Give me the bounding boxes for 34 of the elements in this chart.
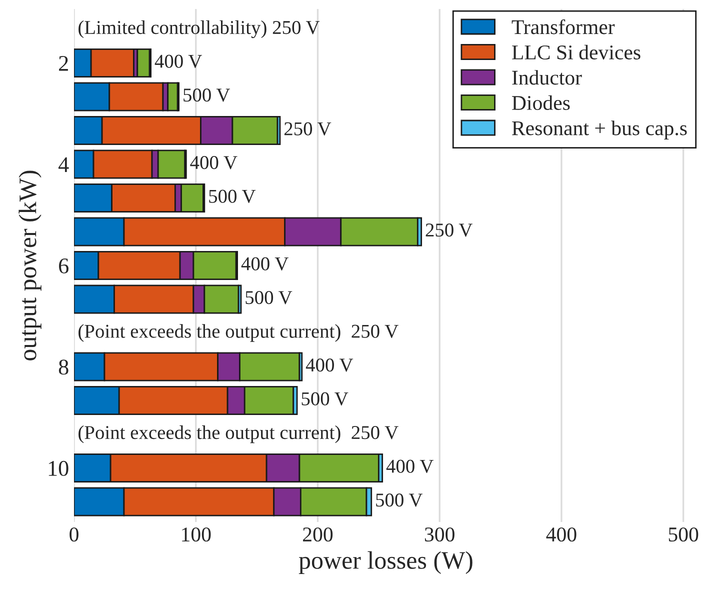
x-tick-label: 300 xyxy=(424,527,454,542)
annotation: 500 V xyxy=(209,190,256,203)
y-tick-label: 4 xyxy=(58,157,69,172)
annotation: (Point exceeds the output current) 250 V xyxy=(78,324,398,342)
y-tick-label: 10 xyxy=(48,460,68,476)
x-axis-title: power losses (W) xyxy=(298,551,472,574)
annotation: 500 V xyxy=(246,290,292,304)
x-tick-label: 0 xyxy=(70,527,78,542)
annotation: 400 V xyxy=(154,54,202,68)
x-tick-label: 100 xyxy=(182,527,211,542)
x-tick-label: 500 xyxy=(668,527,698,542)
y-tick-label: 6 xyxy=(59,258,68,274)
annotation: 500 V xyxy=(376,493,423,507)
legend-label: Transformer xyxy=(512,19,615,34)
legend-label: Inductor xyxy=(512,70,582,85)
annotation: (Point exceeds the output current) 250 V xyxy=(78,425,398,444)
annotation: 400 V xyxy=(306,358,354,372)
y-axis-title: output power (kW) xyxy=(18,170,42,360)
x-tick-label: 400 xyxy=(546,527,576,542)
legend-label: LLC Si devices xyxy=(512,44,640,60)
annotation: 400 V xyxy=(190,156,238,170)
annotation: 250 V xyxy=(426,223,472,237)
x-tick-label: 200 xyxy=(303,527,333,542)
y-tick-label: 2 xyxy=(59,56,68,71)
annotation: 500 V xyxy=(184,88,230,102)
bar xyxy=(136,48,150,78)
legend-label: Diodes xyxy=(512,95,570,110)
annotation: (Limited controllability) 250 V xyxy=(78,20,320,38)
annotation: 400 V xyxy=(386,460,434,473)
legend-label: Resonant + bus cap.s xyxy=(512,120,687,140)
annotation: 400 V xyxy=(241,257,288,270)
y-tick-label: 8 xyxy=(58,360,68,375)
annotation: 500 V xyxy=(302,392,348,406)
annotation: 250 V xyxy=(284,122,332,136)
